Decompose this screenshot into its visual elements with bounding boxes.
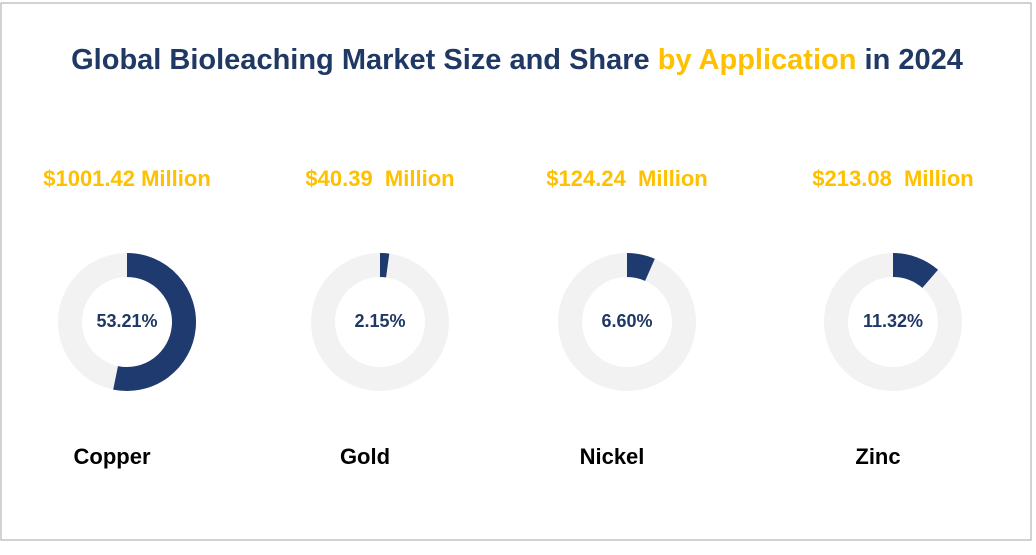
value-label: 6.60% (601, 311, 652, 331)
value-label: 53.21% (96, 311, 157, 331)
market-size: $213.08 Million (812, 166, 973, 191)
chart-title: Global Bioleaching Market Size and Share… (71, 44, 963, 76)
market-size: $40.39 Million (305, 166, 454, 191)
title-part: in 2024 (865, 44, 963, 76)
donut-segment (379, 253, 390, 278)
category-label: Gold (340, 444, 390, 469)
value-label: 11.32% (863, 311, 923, 331)
value-label: 2.15% (354, 311, 405, 331)
category-label: Zinc (855, 444, 900, 469)
category-label: Copper (74, 444, 151, 469)
market-size: $1001.42 Million (43, 166, 211, 191)
donut-segment (892, 253, 939, 289)
title-highlight: by Application (658, 44, 857, 76)
donut-segment (113, 253, 196, 391)
category-label: Nickel (580, 444, 645, 469)
donut-segment (626, 253, 655, 282)
title-part: Global Bioleaching Market Size and Share (71, 44, 650, 76)
market-size: $124.24 Million (546, 166, 707, 191)
